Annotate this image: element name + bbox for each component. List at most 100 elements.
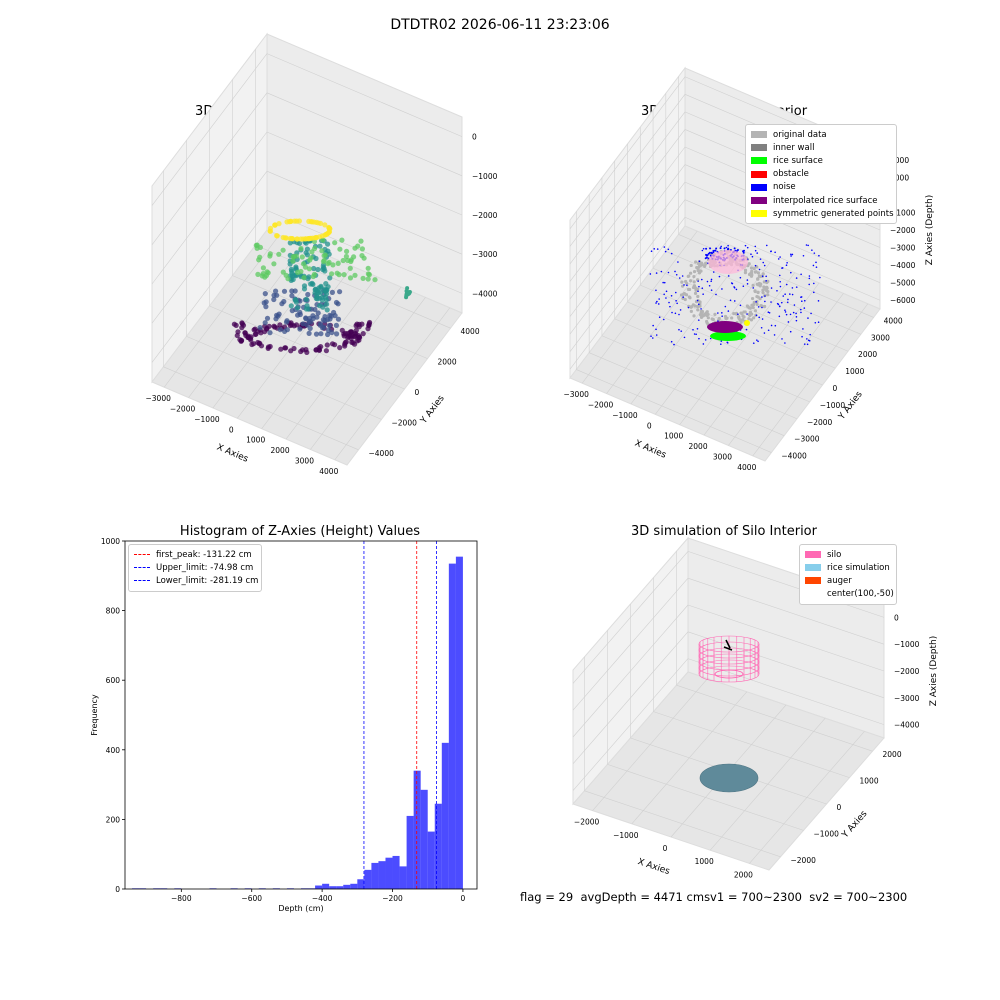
scatter-point bbox=[777, 303, 780, 306]
scatter-point bbox=[702, 343, 705, 345]
scatter-point bbox=[257, 325, 263, 331]
scatter-point bbox=[699, 263, 703, 267]
legend-label: original data bbox=[773, 129, 827, 140]
scatter-point bbox=[315, 266, 321, 273]
scatter-point bbox=[800, 296, 802, 299]
legend-entry: silo bbox=[805, 548, 891, 561]
scatter-point bbox=[650, 335, 652, 338]
scatter-point bbox=[689, 263, 693, 268]
scatter-point bbox=[686, 287, 691, 291]
scatter-point bbox=[730, 316, 734, 320]
scatter-point bbox=[766, 279, 770, 283]
scatter-point bbox=[289, 236, 296, 242]
scatter-point bbox=[676, 302, 678, 305]
scatter-point bbox=[254, 245, 260, 251]
scatter-point bbox=[404, 293, 409, 298]
y-tick-label: 0 bbox=[837, 803, 842, 812]
scatter-point bbox=[257, 254, 263, 260]
legend-entry: obstacle bbox=[751, 168, 891, 181]
scatter-point bbox=[279, 301, 285, 307]
scatter-point bbox=[780, 301, 783, 304]
scatter-point bbox=[699, 311, 703, 315]
x-axis-label: X Axies bbox=[215, 443, 250, 465]
scatter-point bbox=[696, 287, 700, 291]
scatter-point bbox=[763, 332, 766, 334]
scatter-point bbox=[663, 281, 666, 284]
legend-label: interpolated rice surface bbox=[773, 195, 878, 206]
scatter-point bbox=[320, 237, 326, 243]
avg-depth-text: avgDepth = 4471 cm bbox=[580, 890, 705, 904]
scatter-point bbox=[812, 264, 815, 267]
z-tick-label: −1000 bbox=[890, 208, 916, 217]
panel3-title: Histogram of Z-Axies (Height) Values bbox=[179, 524, 421, 539]
scatter-point bbox=[274, 292, 280, 298]
scatter-point bbox=[696, 304, 700, 308]
scatter-point bbox=[297, 311, 303, 318]
scatter-point bbox=[262, 274, 268, 280]
scatter-point bbox=[745, 304, 749, 308]
scatter-point bbox=[253, 331, 259, 337]
scatter-point bbox=[795, 312, 797, 315]
z-tick-label: 0 bbox=[894, 613, 899, 622]
scatter-point bbox=[777, 258, 780, 260]
scatter-point bbox=[803, 299, 806, 302]
y-axis-label: Frequency bbox=[90, 694, 99, 736]
scatter-point bbox=[802, 328, 804, 330]
legend-swatch bbox=[805, 577, 821, 585]
x-tick-label: 1000 bbox=[246, 436, 265, 445]
scatter-point bbox=[701, 249, 704, 252]
scatter-point bbox=[289, 270, 295, 276]
scatter-point bbox=[784, 293, 786, 295]
scatter-point bbox=[276, 251, 282, 257]
status-footer: flag = 29 avgDepth = 4471 cmsv1 = 700~23… bbox=[520, 890, 907, 904]
y-axis-label: Y Axies bbox=[418, 394, 446, 427]
scatter-point bbox=[303, 296, 309, 302]
scatter-point bbox=[655, 302, 657, 304]
scatter-point bbox=[670, 294, 673, 297]
scatter-point bbox=[351, 341, 358, 347]
scatter-point bbox=[790, 255, 792, 257]
z-tick-label: −4000 bbox=[894, 721, 920, 730]
scatter-point bbox=[294, 218, 300, 224]
scatter-point bbox=[674, 291, 677, 294]
legend-label: rice surface bbox=[773, 155, 823, 166]
scatter-point bbox=[327, 275, 333, 281]
legend-swatch bbox=[134, 580, 150, 582]
histogram-bar bbox=[336, 886, 344, 889]
scatter-point bbox=[276, 311, 282, 317]
legend-label: auger bbox=[827, 575, 852, 586]
legend-entry: first_peak: -131.22 cm bbox=[134, 548, 256, 561]
scatter-point bbox=[332, 240, 338, 246]
scatter-point bbox=[787, 298, 789, 301]
y-tick-label: 0 bbox=[833, 384, 838, 393]
scatter-point bbox=[675, 273, 678, 276]
scatter-point bbox=[305, 291, 311, 298]
scatter-point bbox=[330, 262, 336, 268]
scatter-point bbox=[323, 297, 330, 303]
panel2-legend: original data inner wall rice surface obsta… bbox=[745, 124, 897, 225]
scatter-point bbox=[689, 309, 693, 313]
legend-entry: rice simulation bbox=[805, 561, 891, 574]
scatter-point bbox=[355, 243, 361, 249]
legend-entry: noise bbox=[751, 181, 891, 194]
scatter-point bbox=[819, 276, 821, 279]
scatter-point bbox=[743, 249, 746, 252]
silo-inner-ring bbox=[714, 669, 744, 679]
grid-line bbox=[266, 53, 463, 137]
scatter-point bbox=[685, 281, 689, 286]
scatter-point bbox=[407, 291, 412, 296]
scatter-point bbox=[351, 254, 357, 260]
silo-overlay bbox=[708, 250, 748, 274]
silo-ring bbox=[698, 641, 760, 659]
x-tick-label: 1000 bbox=[664, 432, 683, 441]
scatter-point bbox=[791, 287, 794, 289]
grid-line bbox=[676, 684, 873, 752]
scatter-point bbox=[724, 305, 727, 308]
scatter-point bbox=[752, 287, 755, 289]
x-tick-label: 1000 bbox=[695, 857, 714, 866]
y-tick-label: −2000 bbox=[791, 856, 817, 865]
scatter-point bbox=[297, 326, 303, 332]
x-tick-label: 0 bbox=[663, 844, 668, 853]
y-tick-label: 0 bbox=[415, 388, 420, 397]
scatter-point bbox=[326, 323, 332, 329]
